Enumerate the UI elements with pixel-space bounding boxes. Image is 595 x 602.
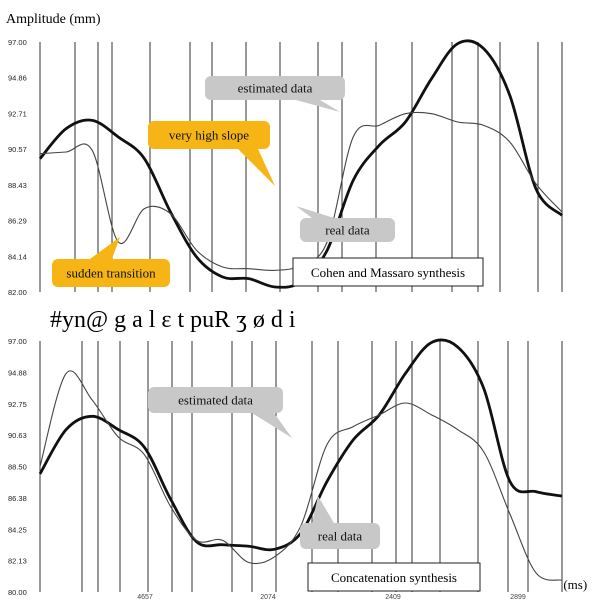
chart-concatenation: 97.00 94.88 92.75 90.63 88.50 86.38 84.25 82.13…	[8, 337, 563, 601]
callout-pointer	[296, 100, 340, 112]
callout-box	[148, 121, 270, 149]
y-tick-label: 82.00	[8, 288, 27, 297]
real-data-callout: real data	[300, 496, 380, 549]
y-tick-label: 94.88	[8, 368, 27, 377]
phoneme-row: #yn@ g a l ε t puR ʒ ø d i	[50, 307, 296, 333]
y-tick-label: 82.13	[8, 557, 27, 566]
y-tick-label: 86.38	[8, 494, 27, 503]
callout-text: real data	[318, 529, 363, 544]
ytick-labels: 97.00 94.88 92.75 90.63 88.50 86.38 84.25 82.13…	[8, 337, 27, 597]
y-tick-label: 88.43	[8, 181, 27, 190]
chart-title: Concatenation synthesis	[331, 570, 457, 585]
y-tick-label: 97.00	[8, 337, 27, 346]
callout-box	[300, 523, 380, 549]
x-tick-label: 2409	[385, 594, 401, 601]
real-data-callout: real data	[296, 206, 395, 242]
callout-box	[148, 387, 283, 413]
estimated-data-callout: estimated data	[205, 76, 345, 112]
callout-text: estimated data	[238, 81, 313, 96]
y-axis-label: Amplitude (mm)	[6, 12, 101, 27]
very-high-slope-callout: very high slope	[148, 121, 275, 186]
callout-pointer	[312, 496, 334, 523]
callout-box	[300, 218, 395, 242]
callouts: estimated data real data very high slope su…	[52, 76, 395, 287]
y-tick-label: 92.75	[8, 400, 27, 409]
callouts: estimated data real data	[148, 387, 380, 549]
y-tick-label: 80.00	[8, 588, 27, 597]
callout-pointer	[90, 237, 120, 259]
callout-text: estimated data	[178, 393, 253, 408]
callout-box	[205, 76, 345, 100]
callout-pointer	[238, 149, 275, 186]
callout-text: sudden transition	[66, 266, 156, 281]
x-tick-label: 2074	[260, 594, 276, 601]
y-tick-label: 90.57	[8, 145, 27, 154]
chart-cohen-massaro: 97.00 94.86 92.71 90.57 88.43 86.29 84.14 82.00…	[8, 38, 563, 297]
y-tick-label: 97.00	[8, 38, 27, 47]
y-tick-label: 84.14	[8, 252, 27, 261]
title-frame	[292, 257, 484, 287]
vlines	[39, 341, 563, 592]
callout-text: very high slope	[169, 128, 249, 143]
x-tick-label: 4657	[137, 594, 153, 601]
plot-area	[40, 341, 562, 592]
title-frame	[307, 562, 481, 592]
y-tick-label: 92.71	[8, 109, 27, 118]
real-data-line	[39, 370, 563, 581]
chart-title: Cohen and Massaro synthesis	[311, 265, 465, 280]
callout-pointer	[296, 206, 334, 218]
title-box: Concatenation synthesis	[307, 562, 481, 592]
callout-text: real data	[325, 223, 370, 238]
estimated-data-callout: estimated data	[148, 387, 292, 438]
y-tick-label: 88.50	[8, 463, 27, 472]
x-tick-label: 2899	[510, 594, 526, 601]
sudden-transition-callout: sudden transition	[52, 237, 170, 287]
callout-box	[52, 259, 170, 287]
y-tick-label: 90.63	[8, 431, 27, 440]
xtick-labels: 4657 2074 2409 2899	[137, 594, 526, 601]
y-tick-label: 84.25	[8, 525, 27, 534]
title-box: Cohen and Massaro synthesis	[292, 257, 484, 287]
ytick-labels: 97.00 94.86 92.71 90.57 88.43 86.29 84.14 82.00	[8, 38, 27, 297]
callout-pointer	[252, 413, 292, 438]
y-tick-label: 86.29	[8, 217, 27, 226]
y-tick-label: 94.86	[8, 74, 27, 83]
